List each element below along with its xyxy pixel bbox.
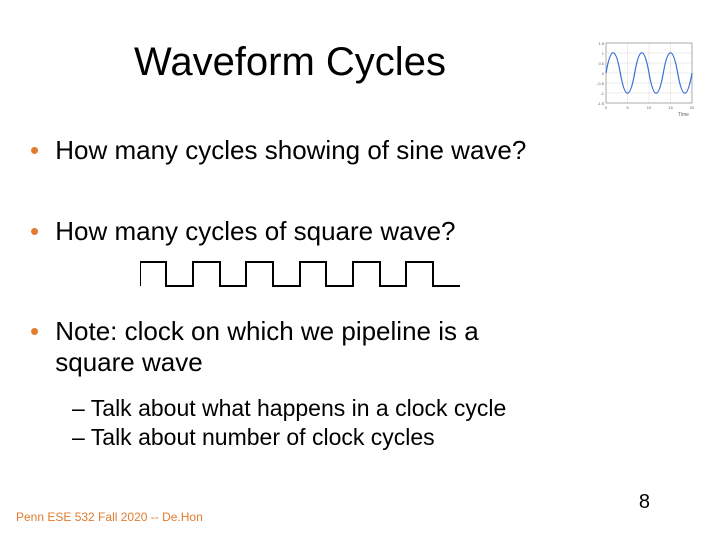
page-number: 8 <box>639 491 650 514</box>
svg-text:0.5: 0.5 <box>598 61 604 66</box>
footer-text: Penn ESE 532 Fall 2020 -- De.Hon <box>16 510 203 524</box>
svg-text:-0.5: -0.5 <box>597 81 605 86</box>
square-wave-svg <box>140 259 460 289</box>
sub-bullet-1-text: Talk about what happens in a clock cycle <box>91 395 507 421</box>
bullet-3-line2: square wave <box>55 347 202 377</box>
bullet-3: • Note: clock on which we pipeline is a … <box>30 316 690 378</box>
svg-text:1.5: 1.5 <box>598 41 604 46</box>
svg-text:20: 20 <box>690 105 695 110</box>
svg-text:10: 10 <box>647 105 652 110</box>
bullet-marker: • <box>30 216 48 247</box>
svg-text:-1.5: -1.5 <box>597 101 605 106</box>
sub-bullet-1: – Talk about what happens in a clock cyc… <box>72 394 690 423</box>
bullet-list: • How many cycles showing of sine wave? … <box>30 135 690 452</box>
sub-bullet-2-text: Talk about number of clock cycles <box>91 424 435 450</box>
slide: Waveform Cycles <box>0 0 720 540</box>
square-wave-figure <box>140 259 690 294</box>
bullet-1-text: How many cycles showing of sine wave? <box>55 135 526 165</box>
bullet-marker: • <box>30 135 48 166</box>
bullet-2-text: How many cycles of square wave? <box>55 216 455 246</box>
square-wave-path <box>140 262 460 286</box>
sine-wave-chart: 1.5 1 0.5 0 -0.5 -1 -1.5 0 5 10 15 20 Ti… <box>588 38 698 118</box>
bullet-2: • How many cycles of square wave? <box>30 216 690 247</box>
x-axis-label: Time <box>678 112 689 118</box>
bullet-3-line1: Note: clock on which we pipeline is a <box>55 316 478 346</box>
bullet-1: • How many cycles showing of sine wave? <box>30 135 690 166</box>
slide-title: Waveform Cycles <box>0 40 580 85</box>
svg-text:15: 15 <box>668 105 673 110</box>
sub-bullet-2: – Talk about number of clock cycles <box>72 423 690 452</box>
bullet-marker: • <box>30 316 48 347</box>
